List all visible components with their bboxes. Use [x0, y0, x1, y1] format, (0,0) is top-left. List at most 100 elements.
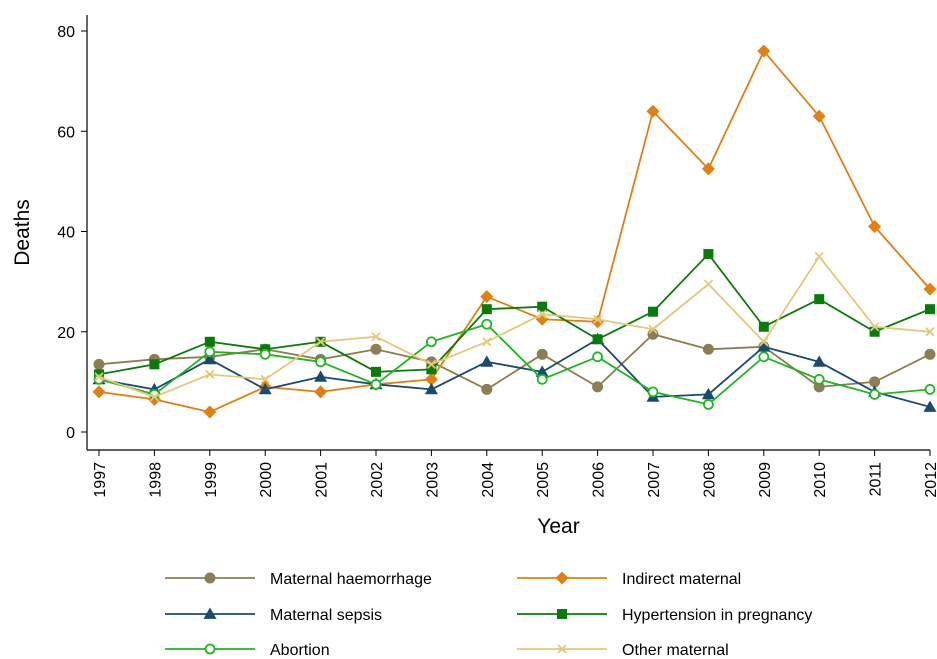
data-point-other-maternal — [482, 337, 492, 347]
y-tick-label: 80 — [57, 24, 75, 41]
data-point-maternal-sepsis — [535, 365, 549, 377]
data-point-indirect-maternal — [812, 109, 826, 123]
legend-label: Maternal sepsis — [270, 607, 382, 624]
series-line-maternal-haemorrhage — [98, 333, 931, 391]
data-point-hypertension-in-pregnancy — [481, 304, 492, 315]
data-point-maternal-haemorrhage — [869, 376, 881, 388]
legend-item-maternal-haemorrhage: Maternal haemorrhage — [165, 571, 432, 588]
series-abortion — [93, 318, 936, 410]
data-point-other-maternal — [925, 327, 935, 337]
series-line-maternal-sepsis — [98, 338, 931, 408]
data-point-abortion — [536, 373, 548, 385]
x-axis-title: Year — [537, 515, 579, 538]
data-point-abortion — [592, 351, 603, 363]
legend-label: Abortion — [270, 642, 330, 659]
data-point-maternal-sepsis — [480, 355, 494, 367]
data-point-indirect-maternal — [480, 290, 494, 304]
x-tick-label: 2003 — [424, 462, 441, 498]
x-tick-label: 1998 — [147, 462, 164, 498]
legend-item-other-maternal: Other maternal — [517, 642, 729, 659]
data-point-abortion — [259, 348, 271, 360]
y-axis-ticks: 0 20 40 60 80 — [57, 24, 87, 442]
x-tick-label: 2001 — [314, 462, 331, 498]
y-tick-label: 0 — [66, 425, 75, 442]
data-point-hypertension-in-pregnancy — [204, 336, 215, 347]
data-point-hypertension-in-pregnancy — [149, 359, 160, 370]
legend-marker — [203, 607, 217, 619]
data-point-abortion — [813, 373, 825, 385]
x-tick-label: 2012 — [923, 462, 937, 498]
data-point-abortion — [481, 318, 493, 330]
data-point-hypertension-in-pregnancy — [592, 334, 603, 345]
data-point-abortion — [647, 386, 659, 398]
data-point-other-maternal — [205, 369, 215, 379]
data-point-indirect-maternal — [203, 405, 217, 419]
y-tick-label: 20 — [57, 325, 75, 342]
data-point-maternal-sepsis — [701, 387, 715, 400]
data-point-maternal-haemorrhage — [370, 343, 382, 355]
data-point-other-maternal — [371, 332, 381, 342]
legend-marker — [204, 572, 216, 584]
data-point-hypertension-in-pregnancy — [426, 364, 437, 375]
data-point-other-maternal — [260, 374, 270, 385]
data-point-indirect-maternal — [646, 104, 660, 118]
data-point-maternal-sepsis — [757, 340, 771, 352]
data-point-other-maternal — [648, 324, 658, 334]
y-axis-title: Deaths — [11, 199, 34, 266]
series-line-other-maternal — [98, 255, 931, 398]
data-point-indirect-maternal — [923, 282, 937, 296]
x-tick-label: 2008 — [701, 462, 718, 498]
data-point-abortion — [315, 356, 327, 368]
data-point-abortion — [425, 336, 437, 348]
data-point-maternal-haemorrhage — [702, 343, 714, 355]
data-point-other-maternal — [814, 251, 824, 262]
legend-marker — [557, 644, 567, 654]
x-tick-label: 2010 — [812, 462, 829, 498]
data-point-abortion — [703, 399, 714, 410]
legend-label: Hypertension in pregnancy — [622, 607, 812, 624]
data-point-hypertension-in-pregnancy — [537, 301, 548, 312]
x-tick-label: 2002 — [369, 462, 386, 498]
legend-item-hypertension-in-pregnancy: Hypertension in pregnancy — [517, 607, 812, 624]
data-point-hypertension-in-pregnancy — [869, 326, 880, 337]
series-line-abortion — [98, 323, 931, 406]
y-tick-label: 60 — [57, 124, 75, 141]
data-point-other-maternal — [537, 309, 547, 319]
series-layer — [92, 44, 937, 419]
data-point-other-maternal — [592, 314, 603, 324]
series-maternal-haemorrhage — [93, 328, 936, 395]
legend-marker — [557, 609, 567, 619]
data-point-maternal-sepsis — [923, 400, 937, 412]
x-tick-label: 2011 — [868, 462, 885, 497]
legend-label: Indirect maternal — [622, 571, 741, 588]
data-point-other-maternal — [703, 279, 714, 289]
x-tick-label: 1997 — [92, 462, 109, 498]
data-point-indirect-maternal — [424, 372, 438, 386]
x-tick-label: 1999 — [203, 462, 220, 498]
data-point-hypertension-in-pregnancy — [371, 366, 381, 377]
legend-item-maternal-sepsis: Maternal sepsis — [165, 607, 382, 624]
x-tick-label: 2005 — [535, 462, 552, 498]
series-other-maternal — [94, 251, 935, 402]
legend: Maternal haemorrhage Indirect maternal Mat… — [165, 571, 812, 659]
legend-item-indirect-maternal: Indirect maternal — [517, 571, 741, 588]
data-point-maternal-sepsis — [258, 382, 272, 395]
data-point-maternal-haemorrhage — [647, 328, 659, 340]
data-point-hypertension-in-pregnancy — [814, 294, 825, 305]
y-tick-label: 40 — [57, 225, 75, 242]
series-line-hypertension-in-pregnancy — [98, 253, 931, 376]
data-point-other-maternal — [315, 337, 326, 347]
data-point-indirect-maternal — [92, 385, 106, 399]
data-point-hypertension-in-pregnancy — [925, 304, 935, 315]
data-point-abortion — [370, 378, 382, 390]
x-axis-ticks: 1997 1998 1999 2000 2001 2002 2003 2004 2005 2006… — [92, 450, 937, 498]
data-point-indirect-maternal — [314, 385, 328, 399]
data-point-other-maternal — [869, 322, 880, 332]
data-point-indirect-maternal — [757, 44, 771, 58]
data-point-maternal-sepsis — [424, 382, 438, 395]
data-point-indirect-maternal — [868, 219, 882, 233]
data-point-indirect-maternal — [701, 162, 715, 176]
data-point-maternal-haemorrhage — [93, 358, 105, 370]
x-tick-label: 2000 — [258, 462, 275, 498]
